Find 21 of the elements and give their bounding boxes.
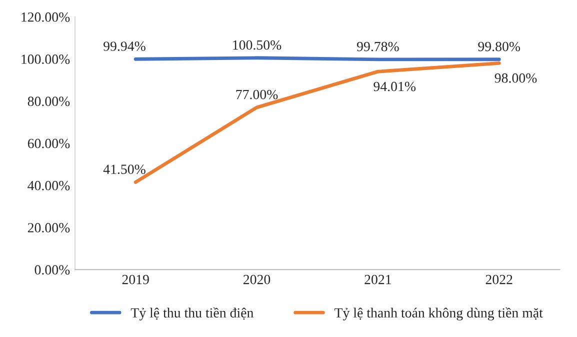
data-label: 77.00% — [236, 90, 278, 100]
y-tick-label: 0.00% — [34, 265, 70, 275]
y-tick-label: 80.00% — [28, 96, 70, 106]
x-tick-label: 2022 — [486, 274, 512, 284]
data-label: 99.94% — [104, 42, 146, 51]
x-tick-label: 2019 — [122, 274, 149, 284]
data-label: 94.01% — [374, 82, 416, 92]
y-tick-label: 20.00% — [28, 223, 70, 232]
legend-label: Tỷ lệ thu thu tiền điện — [130, 307, 254, 320]
y-tick-label: 100.00% — [22, 54, 70, 64]
y-tick-label: 60.00% — [28, 138, 70, 148]
y-tick-label: 40.00% — [28, 180, 70, 190]
data-label: 100.50% — [233, 40, 282, 50]
y-tick-label: 120.00% — [22, 12, 70, 22]
data-label: 99.80% — [478, 42, 520, 52]
data-label: 41.50% — [103, 164, 146, 174]
x-tick-label: 2020 — [243, 274, 270, 284]
x-tick-label: 2021 — [364, 274, 391, 284]
legend-label: Tỷ lệ thanh toán không dùng tiền mặt — [334, 307, 543, 320]
data-label: 98.00% — [494, 73, 537, 83]
data-label: 99.78% — [356, 42, 399, 52]
